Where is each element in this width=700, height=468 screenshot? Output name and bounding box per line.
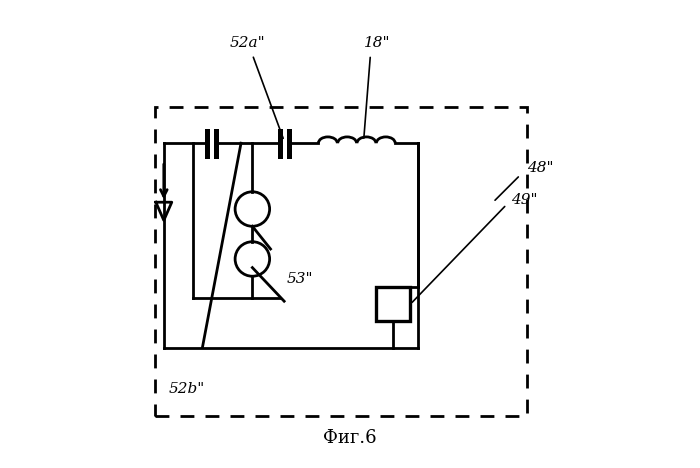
Text: Фиг.6: Фиг.6	[323, 429, 377, 447]
Text: 18": 18"	[364, 36, 391, 50]
Bar	[155, 107, 527, 416]
Bar	[376, 287, 410, 322]
Text: 52b": 52b"	[169, 381, 204, 395]
Text: 53": 53"	[286, 272, 313, 286]
Text: 48": 48"	[527, 161, 554, 175]
Text: 52a": 52a"	[230, 36, 265, 50]
Text: 49": 49"	[511, 193, 538, 207]
